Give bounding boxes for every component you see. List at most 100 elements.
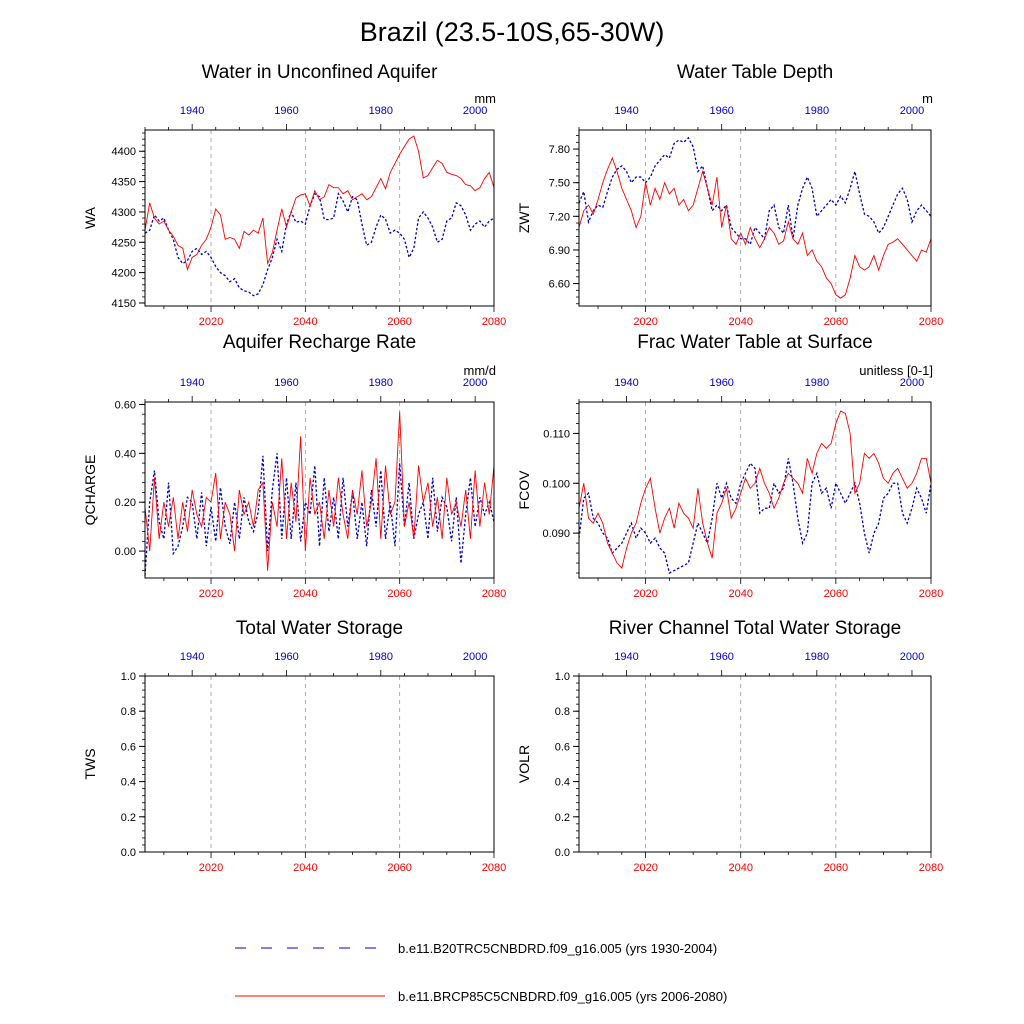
panel-wa: Water in Unconfined Aquifer WA mm 4150 4200 4… (82, 62, 506, 328)
x-tick-label-historical-wa: 1980 (369, 105, 393, 117)
y-tick-label-volr: 1.0 (555, 671, 570, 683)
y-tick-label-qcharge: 0.60 (115, 399, 136, 411)
x-tick-label-future-zwt: 2040 (728, 316, 752, 328)
x-tick-label-historical-fcov: 1940 (614, 377, 638, 389)
x-tick-label-future-wa: 2020 (199, 316, 223, 328)
x-tick-label-historical-fcov: 2000 (900, 377, 924, 389)
x-tick-label-future-fcov: 2080 (919, 588, 943, 600)
y-tick-label-qcharge: 0.00 (115, 546, 136, 558)
y-tick-label-volr: 0.2 (555, 812, 570, 824)
y-tick-label-tws: 0.8 (121, 706, 136, 718)
x-tick-label-future-volr: 2060 (824, 862, 848, 874)
x-tick-label-future-tws: 2040 (293, 862, 317, 874)
x-tick-label-historical-wa: 2000 (463, 105, 487, 117)
x-tick-label-future-zwt: 2080 (919, 316, 943, 328)
x-tick-label-historical-volr: 1960 (709, 651, 733, 663)
panel-fcov: Frac Water Table at Surface FCOV unitless … (516, 332, 943, 600)
series-line-future-qcharge (144, 411, 495, 571)
y-tick-label-volr: 0.6 (555, 741, 570, 753)
x-tick-label-historical-qcharge: 2000 (463, 377, 487, 389)
units-label-fcov: unitless [0-1] (859, 363, 933, 378)
x-tick-label-historical-tws: 1980 (369, 651, 393, 663)
series-line-future-fcov (578, 410, 932, 569)
legend-label-historical: b.e11.B20TRC5CNBDRD.f09_g16.005 (yrs 193… (398, 941, 717, 956)
y-tick-label-tws: 0.0 (121, 847, 136, 859)
panel-title-zwt: Water Table Depth (677, 62, 833, 83)
panel-qcharge: Aquifer Recharge Rate QCHARGE mm/d 0.00 0.20… (82, 332, 506, 600)
x-tick-label-historical-qcharge: 1940 (180, 377, 204, 389)
units-label-qcharge: mm/d (464, 363, 497, 378)
x-tick-label-historical-wa: 1960 (274, 105, 298, 117)
y-tick-label-wa: 4200 (112, 268, 136, 280)
y-tick-label-zwt: 6.90 (549, 245, 570, 257)
panel-volr: River Channel Total Water Storage VOLR 0.0… (516, 618, 943, 874)
x-tick-label-historical-tws: 1960 (274, 651, 298, 663)
y-tick-label-wa: 4400 (112, 146, 136, 158)
y-axis-label-zwt: ZWT (516, 202, 532, 233)
x-tick-label-future-tws: 2060 (387, 862, 411, 874)
x-tick-label-future-wa: 2060 (387, 316, 411, 328)
y-tick-label-volr: 0.4 (555, 777, 570, 789)
y-axis-label-qcharge: QCHARGE (82, 455, 98, 526)
x-tick-label-future-fcov: 2060 (824, 588, 848, 600)
y-tick-label-zwt: 6.60 (549, 279, 570, 291)
x-tick-label-historical-fcov: 1960 (709, 377, 733, 389)
x-tick-label-future-fcov: 2040 (728, 588, 752, 600)
x-tick-label-future-qcharge: 2080 (482, 588, 506, 600)
x-tick-label-historical-zwt: 2000 (900, 105, 924, 117)
x-tick-label-historical-wa: 1940 (180, 105, 204, 117)
panels: Water in Unconfined Aquifer WA mm 4150 4200 4… (82, 62, 943, 874)
y-tick-label-wa: 4150 (112, 298, 136, 310)
plot-frame-zwt (578, 129, 932, 307)
plot-frame-qcharge (144, 401, 495, 579)
units-label-zwt: m (922, 91, 933, 106)
x-tick-label-future-wa: 2040 (293, 316, 317, 328)
x-tick-label-future-qcharge: 2040 (293, 588, 317, 600)
y-tick-label-volr: 0.0 (555, 847, 570, 859)
y-tick-label-qcharge: 0.20 (115, 497, 136, 509)
x-tick-label-future-volr: 2080 (919, 862, 943, 874)
x-tick-label-future-tws: 2080 (482, 862, 506, 874)
panel-tws: Total Water Storage TWS 0.0 0.2 0.4 0.6 0.8 1.0… (82, 618, 506, 874)
plot-frame-wa (144, 129, 495, 307)
y-tick-label-wa: 4250 (112, 237, 136, 249)
series-line-historical-fcov (578, 458, 932, 574)
y-axis-label-tws: TWS (82, 748, 98, 779)
y-tick-label-wa: 4350 (112, 177, 136, 189)
y-tick-label-wa: 4300 (112, 207, 136, 219)
panel-title-fcov: Frac Water Table at Surface (637, 332, 873, 353)
series-line-historical-zwt (578, 136, 932, 246)
panel-title-tws: Total Water Storage (236, 618, 403, 639)
x-tick-label-future-wa: 2080 (482, 316, 506, 328)
x-tick-label-future-qcharge: 2020 (199, 588, 223, 600)
x-tick-label-historical-qcharge: 1960 (274, 377, 298, 389)
y-tick-label-volr: 0.8 (555, 706, 570, 718)
y-tick-label-tws: 0.6 (121, 741, 136, 753)
x-tick-label-historical-zwt: 1960 (709, 105, 733, 117)
x-tick-label-historical-tws: 1940 (180, 651, 204, 663)
x-tick-label-historical-fcov: 1980 (805, 377, 829, 389)
x-tick-label-future-zwt: 2020 (633, 316, 657, 328)
plot-frame-tws (144, 675, 495, 853)
y-tick-label-tws: 0.2 (121, 812, 136, 824)
y-axis-label-wa: WA (82, 206, 98, 229)
x-tick-label-historical-zwt: 1980 (805, 105, 829, 117)
figure-title: Brazil (23.5-10S,65-30W) (360, 17, 665, 47)
x-tick-label-historical-volr: 2000 (900, 651, 924, 663)
legend: b.e11.B20TRC5CNBDRD.f09_g16.005 (yrs 193… (235, 941, 727, 1004)
y-axis-label-volr: VOLR (516, 745, 532, 783)
series-line-historical-qcharge (144, 453, 495, 576)
series-line-future-zwt (578, 156, 932, 299)
x-tick-label-future-zwt: 2060 (824, 316, 848, 328)
x-tick-label-historical-zwt: 1940 (614, 105, 638, 117)
x-tick-label-historical-volr: 1980 (805, 651, 829, 663)
legend-label-future: b.e11.BRCP85C5CNBDRD.f09_g16.005 (yrs 20… (398, 989, 727, 1004)
x-tick-label-historical-volr: 1940 (614, 651, 638, 663)
x-tick-label-historical-tws: 2000 (463, 651, 487, 663)
y-tick-label-tws: 0.4 (121, 777, 136, 789)
series-line-future-wa (144, 135, 495, 272)
x-tick-label-future-volr: 2020 (633, 862, 657, 874)
x-tick-label-future-tws: 2020 (199, 862, 223, 874)
plot-frame-volr (578, 675, 932, 853)
